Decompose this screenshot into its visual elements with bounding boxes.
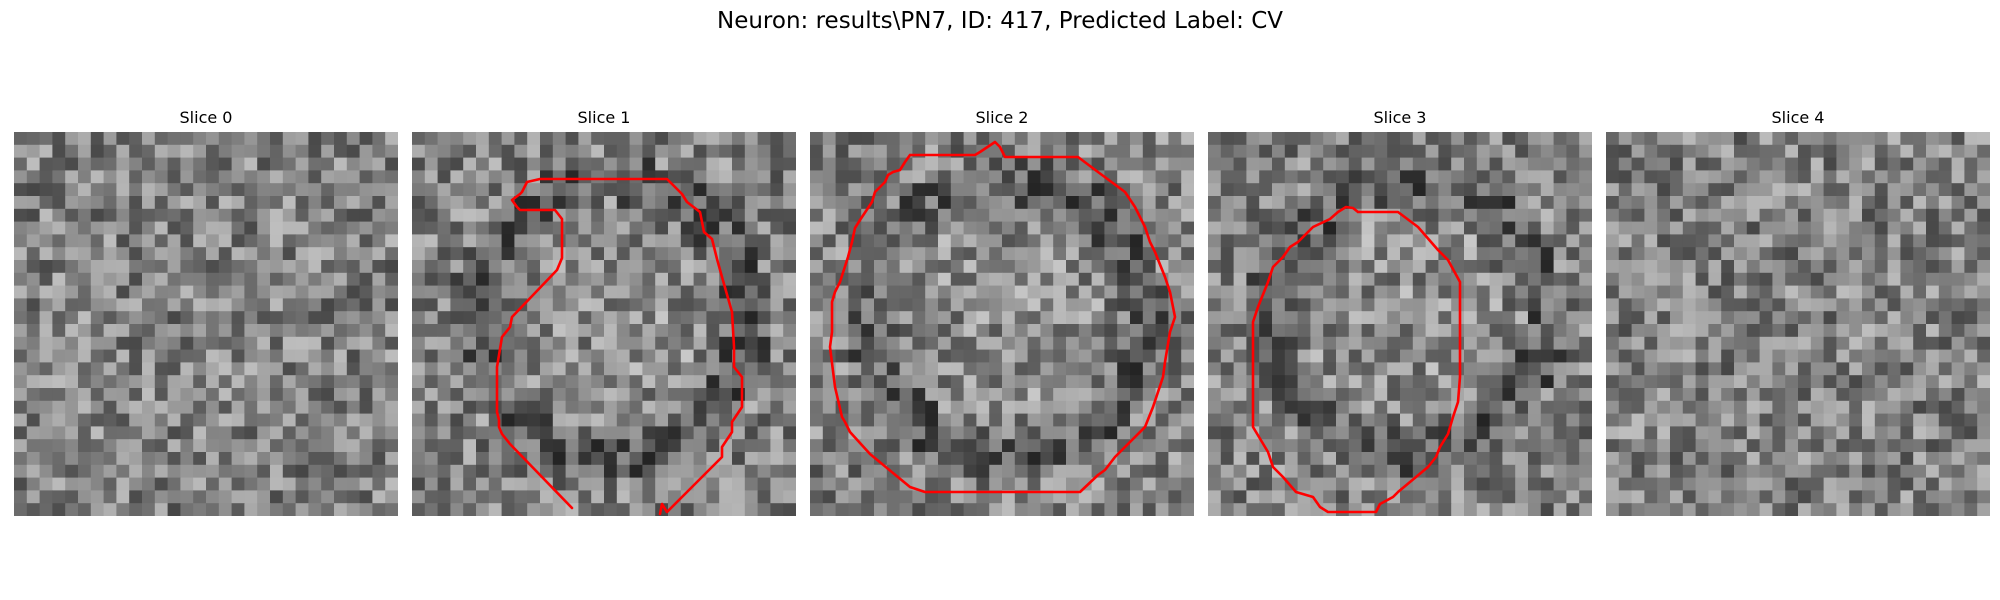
slice-panel-0: Slice 0 xyxy=(14,108,398,516)
segmentation-contour xyxy=(495,177,744,516)
slice-title: Slice 4 xyxy=(1771,108,1825,127)
slice-panel-1: Slice 1 xyxy=(412,108,796,516)
slice-panel-4: Slice 4 xyxy=(1606,108,1990,516)
slice-image xyxy=(1208,132,1592,516)
slice-panel-3: Slice 3 xyxy=(1208,108,1592,516)
slice-title: Slice 0 xyxy=(179,108,233,127)
figure-title: Neuron: results\PN7, ID: 417, Predicted … xyxy=(717,8,1283,34)
slice-panel-2: Slice 2 xyxy=(810,108,1194,516)
slice-image xyxy=(412,132,796,516)
slice-image xyxy=(1606,132,1990,516)
slice-title: Slice 2 xyxy=(975,108,1029,127)
segmentation-contour xyxy=(828,140,1177,494)
slice-title: Slice 1 xyxy=(577,108,631,127)
slice-image xyxy=(14,132,398,516)
slice-title: Slice 3 xyxy=(1373,108,1427,127)
slice-image xyxy=(810,132,1194,516)
segmentation-contour xyxy=(1251,205,1462,514)
